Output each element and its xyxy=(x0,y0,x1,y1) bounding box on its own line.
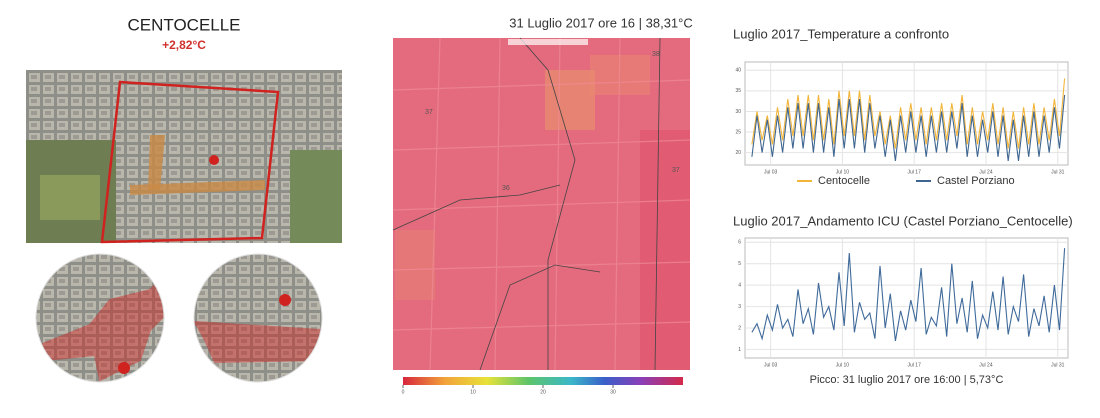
x-tick-label: Jul 31 xyxy=(1051,362,1065,368)
y-tick-label: 3 xyxy=(738,304,741,310)
x-tick-label: Jul 03 xyxy=(764,169,778,175)
area-delta: +2,82°C xyxy=(162,38,206,52)
colorbar-tick-label: 0 xyxy=(402,389,405,395)
plot-area xyxy=(744,237,1069,359)
contour-label: 37 xyxy=(425,109,433,116)
legend-label: Centocelle xyxy=(818,175,870,187)
aerial-photo xyxy=(26,70,342,244)
y-tick-label: 25 xyxy=(735,129,741,135)
colorbar-tick-label: 10 xyxy=(470,389,476,395)
x-tick-label: Jul 24 xyxy=(979,362,993,368)
y-tick-label: 5 xyxy=(738,261,741,267)
chart-annotation: Picco: 31 luglio 2017 ore 16:00 | 5,73°C xyxy=(810,374,1004,386)
x-tick-label: Jul 10 xyxy=(836,169,850,175)
chart-title: Luglio 2017_Andamento ICU (Castel Porzia… xyxy=(733,213,1073,228)
heatmap xyxy=(392,37,691,371)
x-tick-label: Jul 17 xyxy=(908,169,922,175)
chart-title: Luglio 2017_Temperature a confronto xyxy=(733,26,949,41)
y-tick-label: 6 xyxy=(738,240,741,246)
x-tick-label: Jul 03 xyxy=(764,362,778,368)
y-tick-label: 40 xyxy=(735,68,741,74)
data-line xyxy=(751,94,1066,161)
colorbar-tick-label: 20 xyxy=(540,389,546,395)
x-tick-label: Jul 17 xyxy=(908,362,922,368)
y-tick-label: 4 xyxy=(738,282,741,288)
circle-border xyxy=(193,253,323,383)
x-tick-label: Jul 10 xyxy=(836,362,850,368)
contour-label: 36 xyxy=(502,185,510,192)
contour-label: 37 xyxy=(672,167,680,174)
y-tick-label: 30 xyxy=(735,109,741,115)
zoom-circle xyxy=(194,254,322,382)
zoom-circle xyxy=(36,254,164,382)
area-title: CENTOCELLE xyxy=(127,15,240,34)
legend-label: Castel Porziano xyxy=(937,175,1015,187)
data-line xyxy=(751,78,1066,149)
contour-label: 38 xyxy=(652,51,660,58)
y-tick-label: 20 xyxy=(735,150,741,156)
data-line xyxy=(751,248,1066,341)
y-tick-label: 35 xyxy=(735,88,741,94)
x-tick-label: Jul 31 xyxy=(1051,169,1065,175)
colorbar-tick-label: 30 xyxy=(610,389,616,395)
y-tick-label: 1 xyxy=(738,347,741,353)
circle-border xyxy=(35,253,165,383)
x-tick-label: Jul 24 xyxy=(979,169,993,175)
y-tick-label: 2 xyxy=(738,325,741,331)
colorbar xyxy=(403,377,683,385)
heatmap-title: 31 Luglio 2017 ore 16 | 38,31°C xyxy=(509,15,693,30)
